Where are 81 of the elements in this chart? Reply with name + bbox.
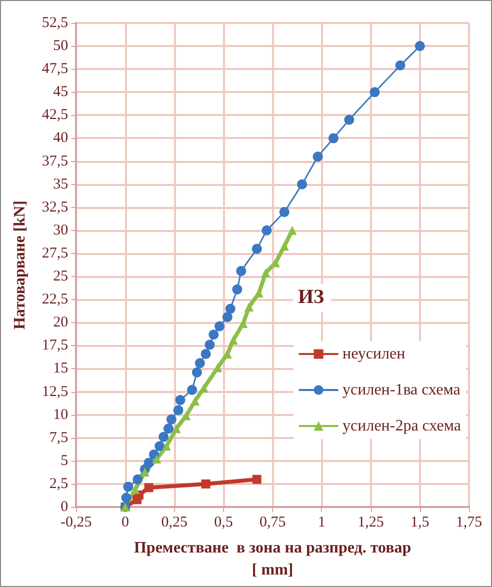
point [172,424,181,434]
y-tick-label: 22,5 [42,292,68,308]
point [312,152,323,162]
point [123,482,134,492]
x-tick-label: 0,5 [214,514,233,530]
y-tick-label: 15 [53,360,68,377]
x-axis-title: Преместване в зона на разпред. товар [ mm] [134,540,412,578]
point [244,302,254,312]
point [121,492,132,503]
y-tick-label: 45 [53,84,68,100]
point [222,312,232,322]
point [214,321,225,332]
y-tick-label: 2,5 [49,476,68,492]
y-tick-label: 27,5 [42,245,68,262]
y-tick-label: 47,5 [42,61,68,78]
y-tick-label: 7,5 [49,430,68,446]
point [328,133,338,144]
point [297,179,308,190]
y-tick-label: 25 [53,268,68,285]
point [344,114,354,125]
point [162,442,172,451]
y-tick-label: 17,5 [42,338,68,354]
point [280,242,289,251]
point [192,367,202,378]
y-tick-label: 10 [53,406,68,423]
point [175,395,186,406]
x-tick-label: -0,25 [60,514,92,530]
point [201,479,210,488]
legend-label: усилен-2ра схема [342,418,461,434]
y-axis-title: Натоварване [kN] [12,200,28,330]
point [166,414,176,424]
x-tick-label: 1,75 [456,514,482,530]
point [204,340,215,350]
y-tick-label: 40 [53,130,68,146]
x-tick-label: 0 [122,514,130,530]
point [395,60,406,70]
point [225,304,236,314]
point [370,87,380,98]
point [200,348,211,359]
point [154,441,165,452]
legend-label: усилен-1ва схема [342,382,460,398]
x-tick-label: 0,25 [161,514,188,530]
point [279,206,290,217]
legend-label: неусилен [342,346,406,362]
annotation: ИЗ [298,286,325,308]
y-tick-label: 37,5 [42,153,68,170]
point [228,336,238,345]
x-tick-label: 1 [318,514,326,530]
point [252,474,262,484]
x-tick-label: 1,25 [358,514,384,530]
point [144,458,154,468]
point [194,358,205,368]
y-tick-label: 42,5 [42,107,68,124]
y-tick-label: 0 [60,499,68,515]
y-tick-label: 30 [53,222,68,238]
x-tick-label: 0,75 [259,514,286,530]
point [130,484,140,494]
y-tick-label: 52,5 [42,15,68,31]
y-tick-label: 5 [60,452,68,469]
point [261,268,270,278]
point [140,467,150,476]
x-tick-label: 1,5 [410,514,430,530]
point [132,474,143,484]
point [232,284,242,294]
point [262,225,272,236]
y-tick-label: 12,5 [42,384,68,400]
point [208,330,219,340]
point [252,244,262,254]
point [173,405,184,416]
y-tick-label: 35 [53,176,68,192]
point [288,226,297,235]
point [144,483,154,492]
y-tick-label: 20 [53,314,68,331]
point [158,432,169,442]
point [163,424,174,434]
point [414,41,425,52]
point [187,384,198,395]
point [152,454,162,464]
y-tick-label: 50 [53,38,68,54]
point [236,266,246,276]
y-tick-label: 32,5 [42,199,68,216]
